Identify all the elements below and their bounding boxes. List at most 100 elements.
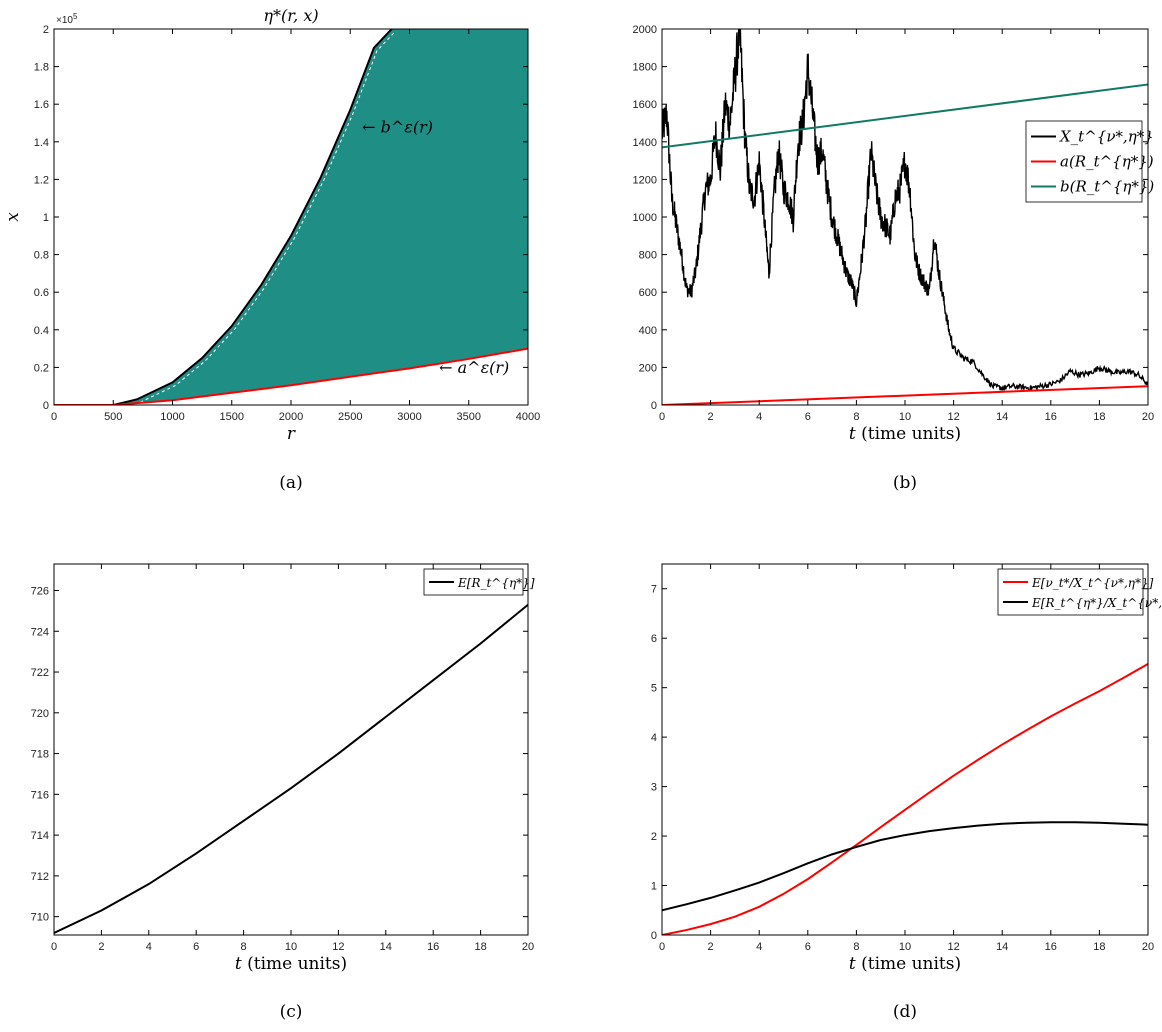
y-tick-label: 6 [651, 633, 657, 645]
legend-label: a(R_t^{η*}) [1060, 153, 1154, 171]
y-tick-label: 712 [31, 871, 49, 883]
x-tick-label: 4000 [516, 411, 540, 423]
legend-label: E[R_t^{η*}] [457, 576, 535, 590]
x-tick-label: 1000 [160, 411, 184, 423]
curve-annotation: ← b^ε(r) [362, 117, 433, 136]
y-tick-label: 1800 [633, 62, 657, 74]
x-tick-label: 4 [756, 411, 762, 423]
y-tick-label: 724 [31, 626, 49, 638]
y-tick-label: 200 [639, 362, 657, 374]
x-tick-label: 0 [659, 941, 665, 953]
chart-panel-a: ← b^ε(r) ← a^ε(r) 0 500 1000 1500 2000 2500 3000… [3, 6, 540, 444]
y-tick-label: 1.2 [34, 174, 49, 186]
filled-region [54, 29, 528, 405]
x-tick-label: 4 [756, 941, 762, 953]
x-tick-label: 8 [241, 941, 247, 953]
y-tick-label: 1.6 [34, 99, 49, 111]
x-tick-label: 0 [51, 411, 57, 423]
x-tick-label: 0 [51, 941, 57, 953]
panel-caption: (a) [279, 473, 302, 493]
x-tick-label: 500 [104, 411, 122, 423]
x-tick-label: 14 [996, 941, 1008, 953]
y-tick-label: 714 [31, 830, 49, 842]
panel-caption: (c) [280, 1002, 303, 1022]
series-line-2 [662, 83, 1148, 149]
x-tick-label: 2 [708, 411, 714, 423]
x-tick-label: 4 [146, 941, 152, 953]
series-line-0 [54, 29, 393, 405]
x-tick-label: 0 [659, 411, 665, 423]
series-line-1 [662, 821, 1148, 912]
x-tick-label: 12 [947, 941, 959, 953]
y-tick-label: 2 [651, 831, 657, 843]
legend-label: E[ν_t*/X_t^{ν*,η*}] [1031, 576, 1154, 590]
x-tick-label: 10 [285, 941, 297, 953]
x-tick-label: 8 [853, 941, 859, 953]
y-tick-label: 1000 [633, 212, 657, 224]
y-tick-label: 0 [651, 930, 657, 942]
y-tick-label: 0 [651, 400, 657, 412]
y-tick-label: 720 [31, 708, 49, 720]
chart-panel-b: 0 2 4 6 8 10 12 14 16 18 2002004006008001000120014… [633, 24, 1155, 444]
x-axis-label-var: t [849, 954, 856, 974]
y-tick-label: 718 [31, 749, 49, 761]
x-tick-label: 8 [853, 411, 859, 423]
x-tick-label: 20 [1142, 941, 1154, 953]
y-exponent-label: ×105 [56, 12, 78, 26]
y-tick-label: 5 [651, 683, 657, 695]
series-line-1 [662, 385, 1148, 405]
panel-caption: (b) [893, 473, 917, 493]
y-tick-label: 722 [31, 667, 49, 679]
x-tick-label: 16 [427, 941, 439, 953]
x-tick-label: 3000 [397, 411, 421, 423]
legend: X_t^{ν*,η*} a(R_t^{η*}) b(R_t^{η*}) [1025, 120, 1154, 203]
y-tick-label: 726 [31, 586, 49, 598]
x-axis-label-var: r [287, 424, 296, 444]
y-tick-label: 2000 [633, 24, 657, 36]
x-tick-label: 6 [193, 941, 199, 953]
y-tick-label: 800 [639, 250, 657, 262]
panel-caption: (d) [893, 1002, 917, 1022]
x-tick-label: 12 [947, 411, 959, 423]
y-tick-label: 3 [651, 782, 657, 794]
x-tick-label: 12 [332, 941, 344, 953]
x-tick-label: 10 [899, 411, 911, 423]
x-tick-label: 18 [1093, 941, 1105, 953]
x-tick-label: 18 [1093, 411, 1105, 423]
y-tick-label: 0.6 [34, 287, 49, 299]
series-line-1 [54, 347, 528, 405]
x-axis-label-var: t [849, 424, 856, 444]
x-tick-label: 2500 [338, 411, 362, 423]
series-line-0 [662, 29, 1148, 392]
series-line-0 [662, 663, 1148, 935]
x-tick-label: 20 [522, 941, 534, 953]
x-tick-label: 6 [805, 411, 811, 423]
x-tick-label: 2000 [279, 411, 303, 423]
chart-title: η*(r, x) [263, 6, 318, 25]
y-tick-label: 400 [639, 325, 657, 337]
y-tick-label: 0.4 [34, 325, 49, 337]
y-tick-label: 4 [651, 732, 657, 744]
chart-panel-c: 0 2 4 6 8 10 12 14 16 18 20 710 712 714 716 718 720 722 72… [31, 563, 535, 974]
x-axis-label: t (time units) [849, 424, 961, 444]
x-tick-label: 10 [899, 941, 911, 953]
legend-box [997, 568, 1144, 616]
y-tick-label: 716 [31, 789, 49, 801]
y-exponent-power: 5 [73, 12, 78, 21]
x-tick-label: 20 [1142, 411, 1154, 423]
y-tick-label: 600 [639, 287, 657, 299]
x-tick-label: 2 [98, 941, 104, 953]
x-tick-label: 2 [708, 941, 714, 953]
y-tick-label: 1200 [633, 174, 657, 186]
series-line-0 [54, 603, 528, 934]
x-axis-label-var: t [235, 954, 242, 974]
legend-label: b(R_t^{η*}) [1060, 178, 1154, 196]
y-tick-label: 1.8 [34, 62, 49, 74]
y-tick-label: 0 [43, 400, 49, 412]
y-tick-label: 1.4 [34, 137, 49, 149]
x-tick-label: 16 [1045, 941, 1057, 953]
y-tick-label: 2 [43, 24, 49, 36]
legend-label: X_t^{ν*,η*} [1059, 128, 1154, 146]
legend-label: E[R_t^{η*}/X_t^{ν*,η*}] [1031, 596, 1162, 610]
